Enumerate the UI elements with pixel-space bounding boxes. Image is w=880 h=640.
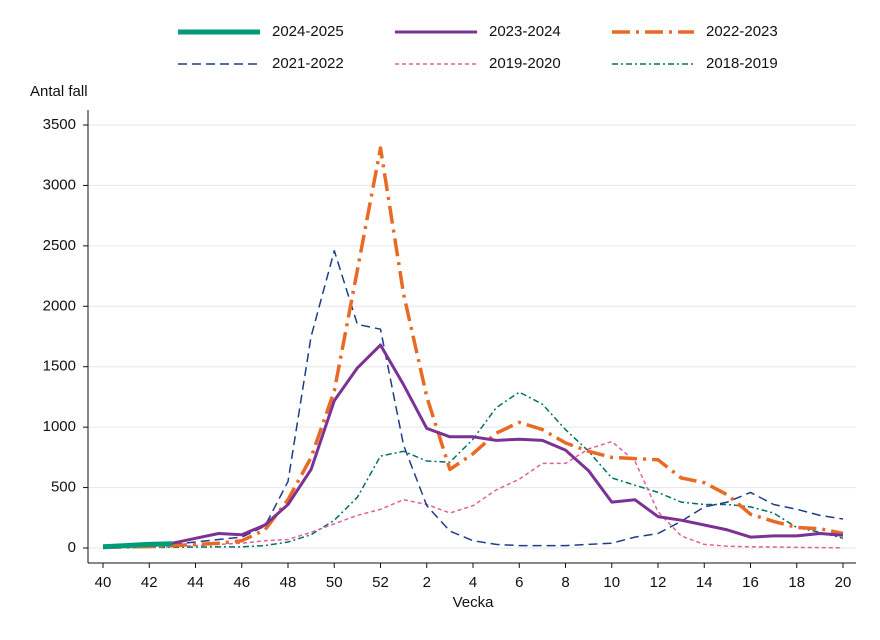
x-tick-label: 18 [788,574,805,591]
x-tick-label: 52 [372,574,389,591]
x-axis-label: Vecka [453,594,495,611]
x-tick-label: 10 [603,574,620,591]
legend-label: 2019-2020 [489,55,561,72]
x-tick-label: 2 [423,574,431,591]
series-line [102,440,844,549]
x-tick-label: 44 [187,574,204,591]
x-tick-label: 16 [742,574,759,591]
x-tick-label: 40 [95,574,112,591]
x-tick-label: 4 [469,574,477,591]
x-tick-label: 48 [280,574,297,591]
x-tick-label: 14 [696,574,713,591]
y-tick-label: 2500 [43,237,76,254]
x-tick-label: 42 [141,574,158,591]
series-line [102,249,844,549]
y-axis-label: Antal fall [30,83,88,100]
series-line [102,541,173,550]
y-tick-label: 1000 [43,418,76,435]
y-tick-label: 1500 [43,358,76,375]
x-tick-label: 12 [650,574,667,591]
y-tick-label: 3500 [43,116,76,133]
y-tick-label: 0 [68,539,76,556]
legend-label: 2024-2025 [272,23,344,40]
y-tick-label: 500 [51,479,76,496]
x-tick-label: 6 [515,574,523,591]
series-line [102,391,844,549]
y-tick-label: 2000 [43,297,76,314]
y-tick-label: 3000 [43,176,76,193]
legend-label: 2022-2023 [706,23,778,40]
legend-label: 2023-2024 [489,23,561,40]
x-tick-label: 46 [233,574,250,591]
legend-label: 2021-2022 [272,55,344,72]
series-line [102,146,844,550]
series-line [102,343,844,549]
x-tick-label: 50 [326,574,343,591]
x-tick-label: 8 [561,574,569,591]
legend-label: 2018-2019 [706,55,778,72]
x-tick-label: 20 [835,574,852,591]
